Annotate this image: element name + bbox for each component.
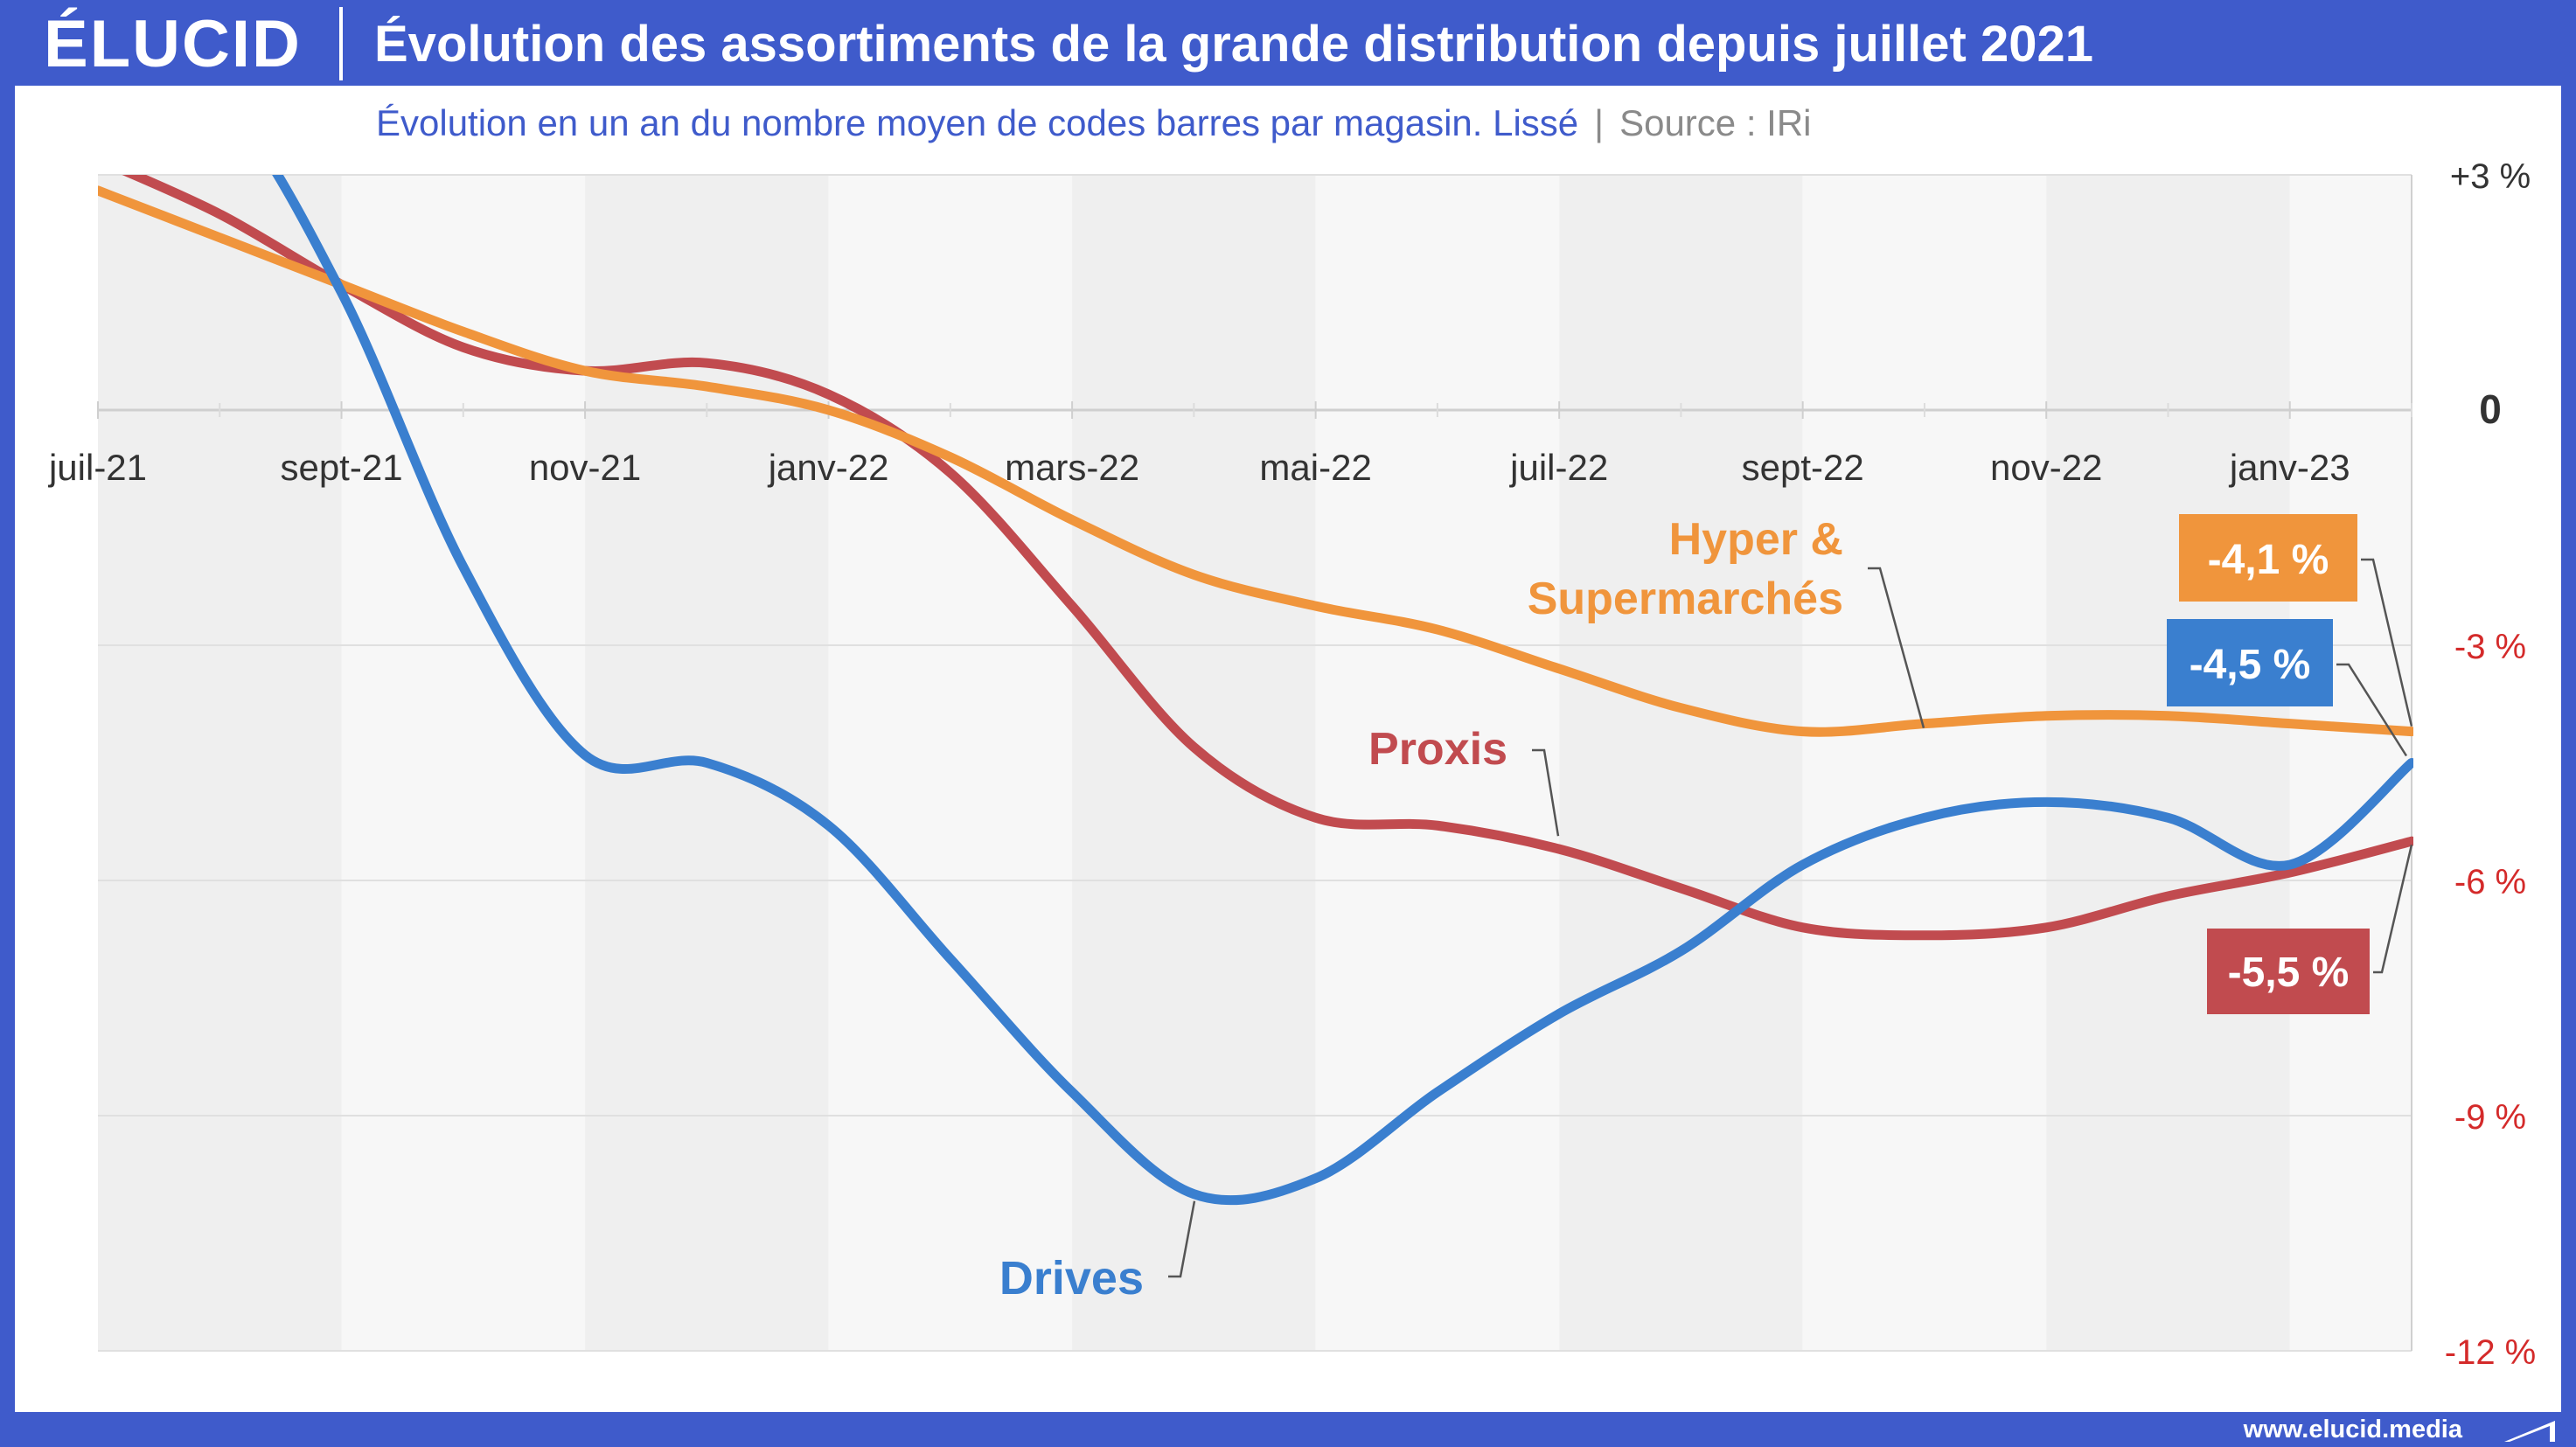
chart-subtitle: Évolution en un an du nombre moyen de co… <box>376 94 1812 152</box>
x-tick-label: janv-23 <box>2228 447 2350 488</box>
end-value-box-proxis <box>2207 929 2370 1014</box>
x-tick-label: nov-21 <box>529 447 641 488</box>
frame-left <box>0 0 15 1447</box>
end-value-drives: -4,5 % <box>2190 642 2311 688</box>
x-tick-label: nov-22 <box>1990 447 2102 488</box>
leader-line-hyper-end <box>2361 558 2413 727</box>
background-band <box>1559 175 1803 1351</box>
series-line-proxis <box>122 175 2413 941</box>
frame-right <box>2561 0 2576 1447</box>
background-band <box>1072 175 1316 1351</box>
x-tick-label: sept-22 <box>1742 447 1864 488</box>
y-tick-label: -3 % <box>2454 628 2526 666</box>
x-tick-label: mai-22 <box>1259 447 1371 488</box>
brand-logo: ÉLUCID <box>44 7 302 81</box>
background-band <box>1802 175 2047 1351</box>
series-line-hyper-supermarch-s <box>98 185 2413 737</box>
x-tick-label: janv-22 <box>767 447 889 488</box>
x-tick-label: mars-22 <box>1005 447 1139 488</box>
end-value-hyper: -4,1 % <box>2208 537 2329 583</box>
subtitle-text: Évolution en un an du nombre moyen de co… <box>376 102 1579 143</box>
series-label-hyper-line2: Supermarchés <box>1528 574 1843 624</box>
leader-line-hyper <box>1868 567 1925 728</box>
series-line-drives <box>272 175 2413 1206</box>
x-tick-label: juil-22 <box>1508 447 1608 488</box>
title-separator <box>339 7 343 80</box>
x-tick-label: sept-21 <box>280 447 402 488</box>
chart-title: Évolution des assortiments de la grande … <box>374 16 2093 73</box>
end-value-proxis: -5,5 % <box>2228 950 2350 996</box>
end-value-box-drives <box>2167 619 2333 706</box>
leader-line-proxis-end <box>2373 844 2413 974</box>
series-label-proxis: Proxis <box>1368 724 1507 775</box>
leader-line-proxis <box>1532 748 1560 837</box>
x-tick-label: juil-21 <box>47 447 147 488</box>
footer-bar <box>0 1412 2576 1447</box>
leader-line-drives-end <box>2336 663 2408 757</box>
subtitle-separator: | <box>1594 102 1605 143</box>
end-value-box-hyper <box>2179 514 2357 602</box>
header-bar <box>0 0 2576 86</box>
y-tick-label: -6 % <box>2454 863 2526 901</box>
background-band <box>98 175 342 1351</box>
footer-url: www.elucid.media <box>2243 1416 2462 1444</box>
y-tick-label: -12 % <box>2445 1333 2537 1372</box>
source-text: Source : IRi <box>1619 102 1812 143</box>
elucid-mark-icon <box>2504 1421 2555 1442</box>
background-band <box>2046 175 2290 1351</box>
y-tick-label: 0 <box>2479 386 2502 432</box>
series-label-hyper-line1: Hyper & <box>1669 514 1843 565</box>
y-tick-label: -9 % <box>2454 1098 2526 1137</box>
background-band <box>2289 175 2412 1351</box>
series-label-drives: Drives <box>999 1252 1144 1304</box>
leader-line-drives <box>1168 1200 1196 1278</box>
y-tick-label: +3 % <box>2450 157 2531 196</box>
background-band <box>828 175 1073 1351</box>
